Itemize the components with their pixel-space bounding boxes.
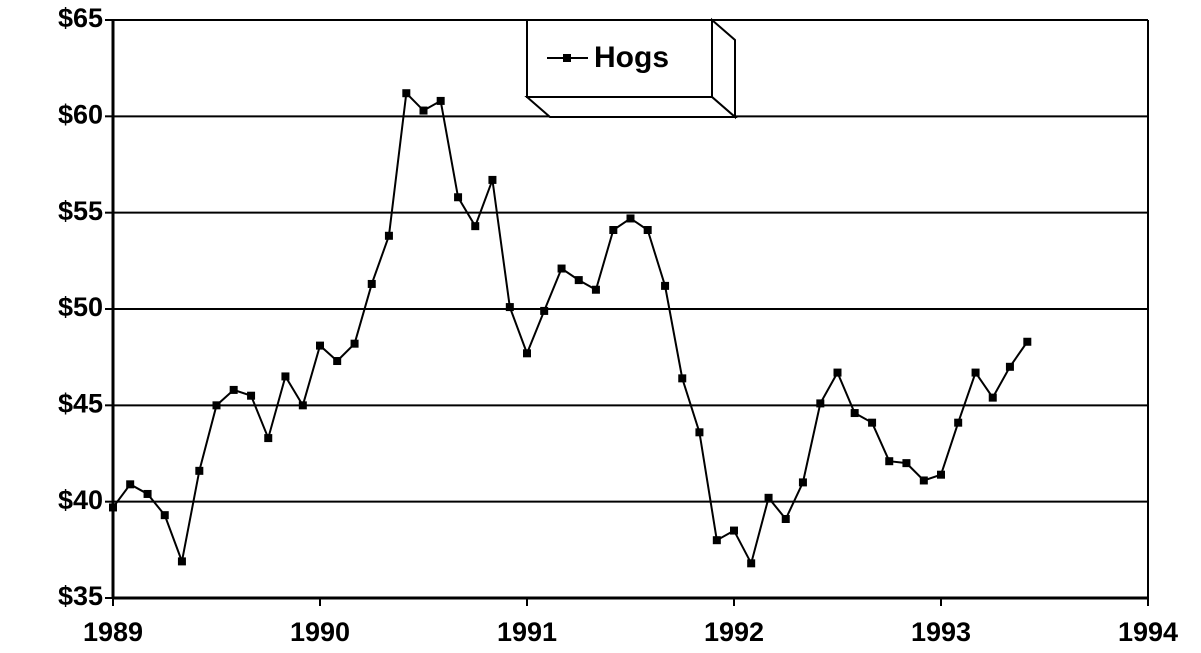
y-tick-label: $35 [58, 581, 103, 611]
data-point [609, 226, 618, 235]
legend-text: Hogs [594, 41, 669, 74]
data-point [126, 480, 135, 489]
x-tick-label: 1991 [497, 617, 557, 647]
data-point [160, 511, 169, 520]
legend: Hogs [524, 17, 738, 120]
data-point [350, 339, 359, 348]
data-point [540, 306, 549, 315]
y-tick-label: $40 [58, 485, 103, 515]
data-point [937, 470, 945, 479]
y-tick-label: $50 [58, 292, 103, 322]
y-tick-label: $60 [58, 99, 103, 129]
data-point [988, 393, 997, 402]
data-point [384, 231, 393, 240]
data-point [454, 193, 463, 202]
data-point [177, 557, 186, 566]
data-point [712, 536, 721, 545]
legend-bottom [524, 96, 738, 118]
data-point [954, 418, 963, 427]
data-point [591, 285, 600, 294]
data-point [505, 303, 514, 312]
data-point [747, 559, 756, 568]
data-point [419, 106, 428, 115]
data-point [902, 459, 911, 468]
data-point [971, 368, 980, 377]
data-point [212, 401, 221, 410]
x-tick-label: 1990 [290, 617, 350, 647]
data-point [523, 349, 531, 358]
data-point [402, 89, 411, 98]
data-point [764, 493, 773, 502]
data-point [557, 264, 566, 273]
data-point [333, 357, 342, 366]
data-point [626, 214, 635, 223]
data-point [798, 478, 807, 487]
data-point [868, 418, 877, 427]
x-tick-label: 1994 [1118, 617, 1178, 647]
data-point [143, 489, 152, 498]
data-point [281, 372, 290, 381]
y-tick-label: $55 [58, 196, 103, 226]
data-point [885, 457, 894, 466]
data-point [436, 96, 445, 105]
data-point [264, 434, 273, 443]
x-tick-label: 1992 [704, 617, 764, 647]
data-point [298, 401, 307, 410]
data-point [195, 466, 204, 475]
data-point [1005, 362, 1014, 371]
data-point [488, 175, 497, 184]
data-point [574, 276, 583, 285]
data-point [850, 409, 859, 418]
data-point [919, 476, 928, 485]
data-point [367, 279, 376, 288]
data-point [643, 226, 652, 235]
data-point [833, 368, 842, 377]
data-point [816, 399, 825, 408]
data-point [471, 222, 480, 231]
legend-marker [563, 54, 571, 62]
data-point [109, 503, 117, 512]
y-tick-label: $65 [58, 3, 103, 33]
x-tick-label: 1989 [83, 617, 143, 647]
data-point [229, 385, 238, 394]
data-point [247, 391, 256, 400]
y-tick-label: $45 [58, 388, 103, 418]
data-point [730, 526, 738, 535]
series-line [112, 91, 1029, 567]
x-tick-label: 1993 [911, 617, 971, 647]
data-point [1023, 337, 1032, 346]
data-point [781, 515, 790, 524]
data-point [678, 374, 687, 383]
data-point [316, 341, 324, 350]
data-point [661, 281, 670, 290]
data-point [695, 428, 704, 437]
